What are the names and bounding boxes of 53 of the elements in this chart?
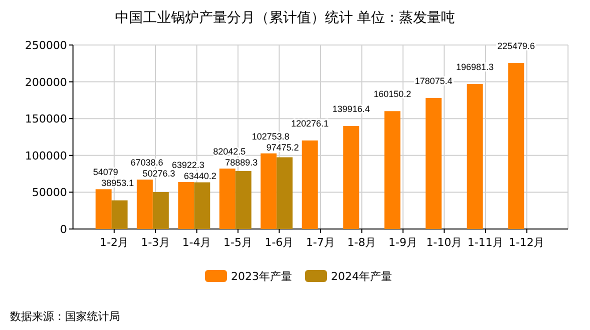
bar <box>96 189 112 229</box>
x-tick-label: 1-2月 <box>100 236 129 249</box>
bar <box>112 200 128 229</box>
bar <box>426 98 442 229</box>
source-note: 数据来源：国家统计局 <box>10 310 120 323</box>
x-tick-label: 1-4月 <box>182 236 212 249</box>
bar <box>152 192 169 229</box>
data-label: 225479.6 <box>497 41 535 52</box>
x-tick-label: 1-11月 <box>468 236 504 249</box>
chart-title: 中国工业锅炉产量分月（累计值）统计 单位：蒸发量吨 <box>114 10 456 26</box>
data-label: 78889.3 <box>225 158 258 168</box>
y-tick-label: 250000 <box>25 39 67 52</box>
bar <box>508 63 524 229</box>
data-label: 178075.4 <box>414 76 452 86</box>
bar <box>178 182 194 229</box>
y-tick-label: 100000 <box>25 149 67 162</box>
bar <box>219 168 236 229</box>
legend-label: 2024年产量 <box>331 270 392 283</box>
data-label: 97475.2 <box>266 142 299 152</box>
data-label: 63440.2 <box>184 170 216 181</box>
data-label: 160150.2 <box>374 89 412 100</box>
data-label: 139916.4 <box>332 104 370 114</box>
data-label: 196981.3 <box>456 62 494 72</box>
legend-label: 2023年产量 <box>231 270 292 283</box>
bar <box>136 180 153 229</box>
data-label: 102753.8 <box>252 131 290 142</box>
data-label: 50276.3 <box>142 168 176 179</box>
x-tick-label: 1-6月 <box>264 236 294 249</box>
x-tick-label: 1-12月 <box>508 236 545 249</box>
x-tick-label: 1-3月 <box>141 236 170 249</box>
bar <box>276 157 293 229</box>
bar <box>384 111 400 229</box>
bar <box>260 153 277 229</box>
bar <box>466 84 483 229</box>
y-tick-label: 150000 <box>25 112 67 126</box>
bar <box>302 140 318 229</box>
data-label: 63922.3 <box>172 160 204 170</box>
bar <box>194 182 210 229</box>
x-tick-label: 1-8月 <box>347 236 376 249</box>
data-label: 120276.1 <box>291 118 329 128</box>
x-tick-label: 1-10月 <box>426 236 462 249</box>
data-label: 67038.6 <box>130 158 164 168</box>
data-label: 38953.1 <box>101 178 134 188</box>
y-tick-label: 50000 <box>32 186 67 200</box>
data-label: 54079 <box>93 167 118 178</box>
x-tick-label: 1-7月 <box>306 236 335 249</box>
bar <box>235 170 252 229</box>
y-tick-label: 200000 <box>25 76 67 89</box>
x-tick-label: 1-9月 <box>388 236 418 249</box>
x-tick-label: 1-5月 <box>224 236 252 249</box>
y-tick-label: 0 <box>60 223 67 236</box>
bar <box>343 126 360 229</box>
data-label: 82042.5 <box>213 146 246 157</box>
